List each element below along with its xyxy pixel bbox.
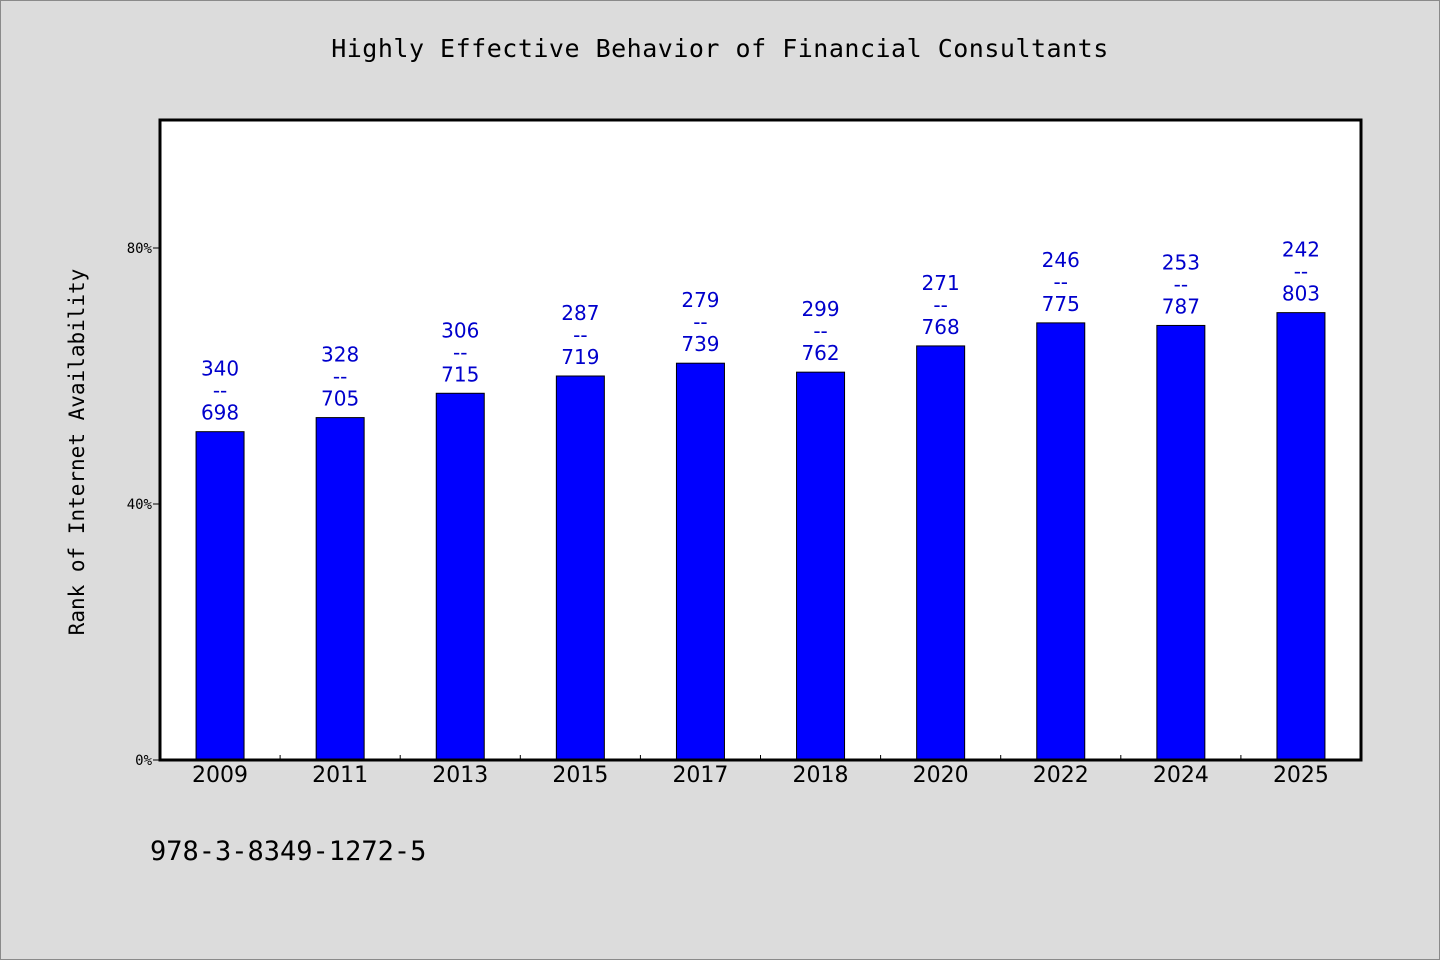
bar-2020: [916, 345, 966, 761]
y-tick-label-0%: 0%: [135, 753, 152, 769]
data-label-2020-line2: --: [933, 293, 947, 317]
data-label-2025-line3: 803: [1282, 282, 1320, 306]
data-label-2015-line2: --: [573, 323, 587, 347]
data-label-2018-line2: --: [813, 319, 827, 343]
x-tick-label-2009: 2009: [192, 763, 248, 788]
data-label-2025-line1: 242: [1282, 238, 1320, 262]
data-label-2009-line1: 340: [201, 357, 239, 381]
data-label-2024-line3: 787: [1162, 294, 1200, 318]
x-tick-label-2022: 2022: [1033, 763, 1089, 788]
bar-2017: [675, 362, 725, 761]
chart-title: Highly Effective Behavior of Financial C…: [331, 34, 1109, 63]
data-label-2011-line3: 705: [321, 387, 359, 411]
data-label-2018-line3: 762: [801, 341, 839, 365]
x-tick-label-2015: 2015: [552, 763, 608, 788]
x-tick-label-2025: 2025: [1273, 763, 1329, 788]
data-label-2015-line3: 719: [561, 345, 599, 369]
data-label-2020-line1: 271: [922, 271, 960, 295]
data-label-2022-line1: 246: [1042, 248, 1080, 272]
footer-code: 978-3-8349-1272-5: [150, 836, 427, 867]
data-label-2022-line3: 775: [1042, 292, 1080, 316]
plot-border: [158, 118, 1363, 762]
data-label-2011-line1: 328: [321, 343, 359, 367]
bars-layer: [195, 312, 1326, 761]
data-label-2009-line2: --: [213, 379, 227, 403]
data-label-2024-line1: 253: [1162, 250, 1200, 274]
data-label-2015-line1: 287: [561, 301, 599, 325]
data-label-2009-line3: 698: [201, 401, 239, 425]
axis-layer: 2009 2011 2013 2015 2017 2018 2020 2022 2024 2025…: [127, 241, 1329, 788]
data-labels-layer: 340--698328--705306--715287--719279--739…: [201, 238, 1320, 425]
data-label-2025-line2: --: [1294, 260, 1308, 284]
y-tick-label-80%: 80%: [127, 241, 153, 257]
data-label-2020-line3: 768: [922, 315, 960, 339]
x-tick-label-2020: 2020: [913, 763, 969, 788]
bar-2025: [1276, 312, 1326, 761]
bar-2011: [315, 417, 365, 761]
data-label-2017-line3: 739: [681, 332, 719, 356]
x-tick-label-2013: 2013: [432, 763, 488, 788]
data-label-2024-line2: --: [1174, 272, 1188, 296]
data-label-2013-line3: 715: [441, 362, 479, 386]
bar-2024: [1156, 324, 1206, 761]
data-label-2018-line1: 299: [801, 297, 839, 321]
bar-2009: [195, 431, 245, 761]
data-label-2022-line2: --: [1054, 270, 1068, 294]
data-label-2017-line2: --: [693, 310, 707, 334]
y-tick-label-40%: 40%: [127, 497, 153, 513]
data-label-2013-line1: 306: [441, 318, 479, 342]
bar-2022: [1036, 322, 1086, 761]
bar-2015: [555, 375, 605, 761]
x-tick-label-2011: 2011: [312, 763, 368, 788]
bar-2013: [435, 392, 485, 761]
data-label-2011-line2: --: [333, 365, 347, 389]
x-tick-label-2018: 2018: [793, 763, 849, 788]
data-label-2017-line1: 279: [681, 288, 719, 312]
data-label-2013-line2: --: [453, 340, 467, 364]
x-tick-label-2024: 2024: [1153, 763, 1209, 788]
x-tick-label-2017: 2017: [672, 763, 728, 788]
bar-2018: [796, 371, 846, 761]
